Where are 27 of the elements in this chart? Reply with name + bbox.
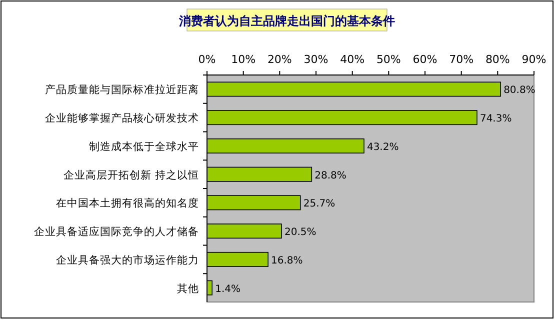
y-tick-label: 制造成本低于全球水平 [89, 140, 199, 153]
y-tick-label: 企业能够掌握产品核心研发技术 [45, 112, 199, 125]
x-tick-label: 20% [267, 53, 292, 66]
data-label: 1.4% [215, 284, 240, 295]
data-label: 16.8% [271, 255, 303, 266]
data-label: 74.3% [480, 114, 512, 125]
y-tick-label: 企业高层开拓创新 持之以恒 [64, 168, 199, 182]
data-label: 20.5% [284, 227, 316, 238]
x-tick-label: 80% [485, 53, 510, 66]
x-tick-label: 0% [198, 53, 216, 66]
y-tick-label: 企业具备适应国际竞争的人才储备 [34, 225, 199, 238]
data-label: 43.2% [366, 142, 399, 153]
data-label: 28.8% [314, 170, 346, 182]
y-tick-label: 在中国本土拥有很高的知名度 [56, 196, 199, 210]
x-tick-label: 90% [522, 53, 546, 66]
y-tick-label: 产品质量能与国际标准拉近距离 [45, 83, 199, 96]
x-tick-label: 10% [231, 53, 256, 66]
data-label: 80.8% [504, 85, 536, 96]
y-tick-label: 其他 [177, 282, 199, 295]
x-tick-label: 30% [304, 53, 328, 66]
chart-title: 消费者认为自主品牌走出国门的基本条件 [178, 14, 395, 28]
y-tick-label: 企业具备强大的市场运作能力 [56, 253, 199, 266]
x-tick-label: 70% [449, 53, 474, 66]
x-tick-label: 60% [412, 53, 438, 66]
x-tick-label: 50% [376, 53, 401, 66]
x-tick-label: 40% [340, 53, 365, 66]
data-label: 25.7% [303, 198, 336, 210]
